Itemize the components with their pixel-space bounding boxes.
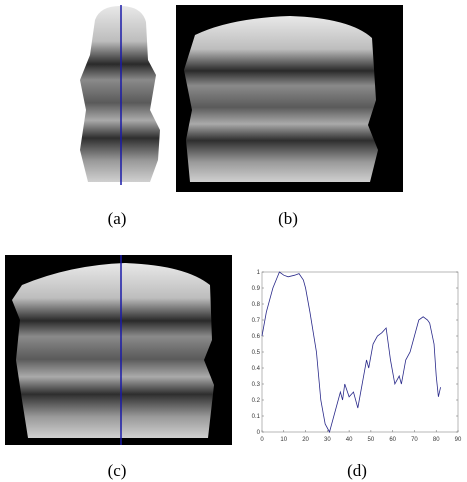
- caption: (d): [347, 461, 367, 480]
- x-tick-label: 80: [433, 437, 440, 443]
- y-tick-label: 0.6: [252, 334, 261, 340]
- x-tick-label: 40: [346, 437, 353, 443]
- image-c-content: [12, 263, 214, 438]
- y-tick-label: 0.5: [252, 350, 261, 356]
- x-tick-label: 90: [455, 437, 462, 443]
- y-tick-label: 0.1: [252, 414, 261, 420]
- y-tick-label: 0.3: [252, 382, 261, 388]
- x-tick-label: 70: [411, 437, 418, 443]
- y-tick-label: 0.4: [252, 366, 261, 372]
- x-tick-label: 60: [389, 437, 396, 443]
- plot-frame: [261, 271, 459, 433]
- image-b-content: [184, 16, 378, 182]
- y-tick-label: 0: [257, 430, 261, 436]
- caption: (b): [278, 209, 298, 228]
- y-tick-label: 0.7: [252, 318, 261, 324]
- x-tick-label: 50: [368, 437, 375, 443]
- caption: (c): [108, 461, 127, 480]
- caption: (a): [108, 209, 127, 228]
- y-tick-label: 0.9: [252, 286, 261, 292]
- y-tick-label: 0.8: [252, 302, 261, 308]
- x-tick-label: 0: [260, 437, 264, 443]
- y-tick-label: 1: [257, 270, 261, 276]
- plot-d: 0 10 20 30 40 50 60 70 80 90 0 0.1 0.2 0.3 0.4 0.5 0.6 0.…: [252, 270, 462, 443]
- x-tick-label: 20: [302, 437, 309, 443]
- y-tick-label: 0.2: [252, 398, 261, 404]
- image-a: [80, 6, 160, 182]
- data-line: [261, 271, 441, 434]
- x-tick-label: 10: [280, 437, 287, 443]
- x-tick-label: 30: [324, 437, 331, 443]
